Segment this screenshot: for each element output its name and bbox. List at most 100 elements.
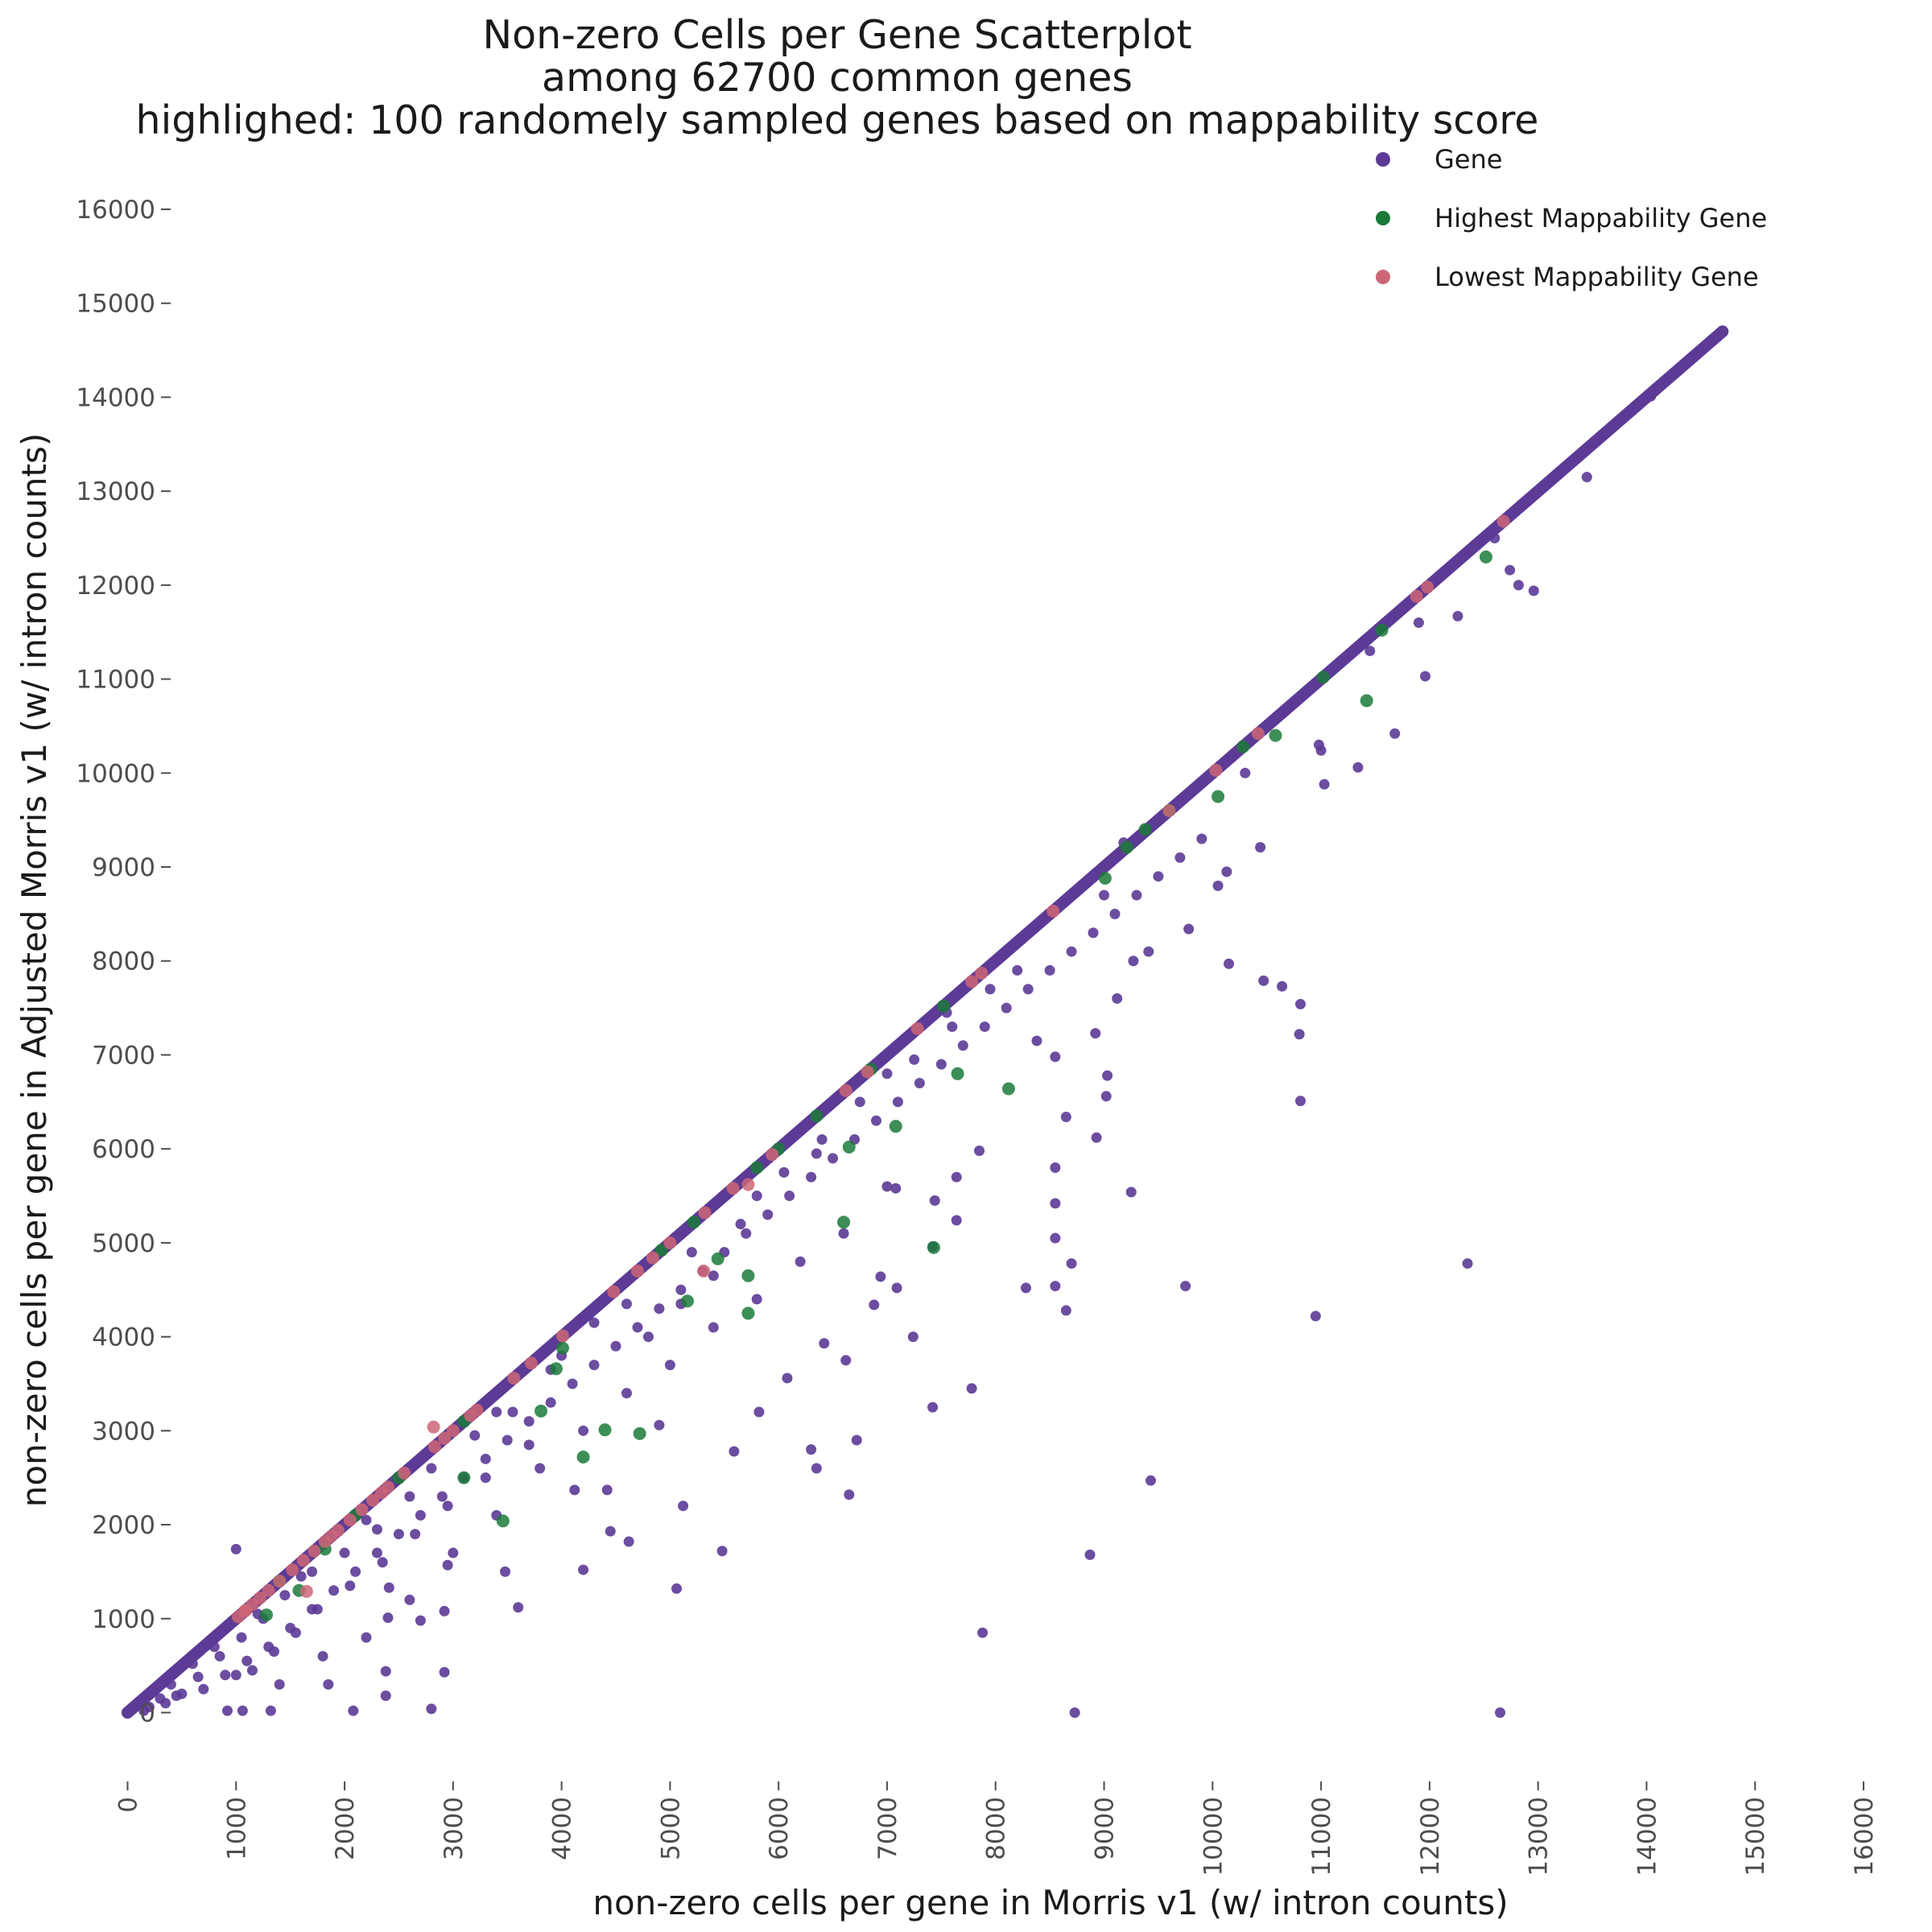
legend-marker	[1376, 270, 1390, 284]
gene-point	[1462, 1258, 1473, 1269]
gene-point	[875, 1271, 886, 1282]
gene-point	[1180, 1281, 1191, 1292]
gene-point	[426, 1703, 437, 1715]
gene-point	[480, 1453, 491, 1464]
gene-point	[274, 1678, 285, 1690]
points-layer	[138, 390, 1657, 1718]
gene-point	[1069, 1707, 1080, 1718]
gene-point	[890, 1183, 902, 1194]
gene-point	[1060, 1111, 1071, 1122]
gene-point	[1022, 984, 1034, 995]
gene-point	[1050, 1198, 1061, 1209]
gene-point	[323, 1678, 334, 1690]
gene-point	[237, 1705, 248, 1716]
gene-point	[439, 1666, 450, 1678]
gene-point	[578, 1425, 589, 1436]
highest-mappability-gene-point	[496, 1514, 510, 1528]
lowest-mappability-gene-point	[464, 1409, 477, 1422]
highest-mappability-gene-point	[1236, 740, 1250, 753]
gene-point	[664, 1360, 675, 1371]
gene-point	[881, 1068, 893, 1080]
lowest-mappability-gene-point	[910, 1022, 924, 1035]
highest-mappability-gene-point	[598, 1423, 612, 1437]
gene-point	[935, 1059, 947, 1070]
gene-point	[851, 1435, 862, 1446]
plot-area	[121, 325, 1729, 1719]
gene-point	[439, 1605, 450, 1616]
gene-point	[1084, 1549, 1096, 1560]
x-tick-label: 11000	[1307, 1797, 1336, 1876]
gene-point	[957, 1040, 968, 1051]
x-tick-label: 16000	[1850, 1797, 1879, 1876]
legend-marker	[1376, 152, 1390, 167]
gene-point	[892, 1096, 903, 1108]
gene-point	[708, 1322, 719, 1333]
highest-mappability-gene-point	[1269, 729, 1282, 742]
gene-point	[966, 1383, 977, 1394]
gene-point	[1050, 1232, 1061, 1244]
gene-point	[816, 1134, 828, 1146]
x-tick-label: 3000	[440, 1797, 469, 1860]
lowest-mappability-gene-point	[239, 1604, 253, 1617]
lowest-mappability-gene-point	[398, 1466, 411, 1480]
gene-point	[838, 1228, 849, 1239]
lowest-mappability-gene-point	[355, 1503, 369, 1517]
lowest-mappability-gene-point	[438, 1431, 452, 1445]
lowest-mappability-gene-point	[1496, 514, 1510, 528]
x-tick-label: 14000	[1633, 1797, 1662, 1876]
lowest-mappability-gene-point	[1421, 580, 1435, 594]
gene-point	[1125, 1187, 1137, 1198]
gene-point	[1153, 871, 1164, 882]
lowest-mappability-gene-point	[427, 1420, 440, 1434]
gene-point	[236, 1632, 247, 1643]
gene-point	[947, 1021, 958, 1032]
lowest-mappability-gene-point	[1410, 589, 1423, 603]
gene-point	[891, 1282, 902, 1294]
lowest-mappability-gene-point	[524, 1356, 538, 1370]
highest-mappability-gene-point	[457, 1471, 471, 1484]
y-tick-label: 8000	[92, 947, 155, 976]
gene-point	[230, 1543, 242, 1554]
lowest-mappability-gene-point	[262, 1583, 275, 1597]
y-tick-label: 15000	[76, 290, 155, 319]
gene-point	[192, 1671, 204, 1682]
gene-point	[523, 1416, 535, 1427]
highest-mappability-gene-point	[837, 1216, 851, 1229]
highest-mappability-gene-point	[549, 1362, 563, 1376]
gene-point	[782, 1373, 793, 1384]
gene-point	[927, 1402, 939, 1413]
gene-point	[621, 1388, 632, 1399]
lowest-mappability-gene-point	[1162, 803, 1176, 817]
lowest-mappability-gene-point	[861, 1065, 874, 1079]
gene-point	[246, 1665, 258, 1676]
y-tick-label: 6000	[92, 1135, 155, 1164]
gene-point	[1294, 1029, 1305, 1040]
gene-point	[642, 1331, 654, 1343]
gene-diagonal-band	[121, 325, 1729, 1719]
gene-point	[1494, 1707, 1505, 1718]
gene-point	[729, 1446, 740, 1457]
gene-point	[426, 1463, 437, 1474]
y-tick-label: 16000	[76, 196, 155, 225]
gene-point	[545, 1397, 556, 1408]
gene-point	[844, 1489, 855, 1501]
gene-point	[914, 1077, 925, 1088]
highest-mappability-gene-point	[535, 1404, 547, 1418]
legend-marker	[1376, 211, 1390, 225]
gene-point	[393, 1529, 404, 1540]
gene-point	[869, 1299, 880, 1311]
gene-point	[708, 1270, 719, 1282]
gene-point	[985, 984, 996, 995]
gene-point	[588, 1317, 600, 1328]
gene-point	[929, 1195, 940, 1206]
gene-point	[751, 1191, 762, 1202]
gene-point	[1364, 646, 1376, 657]
lowest-mappability-gene-point	[663, 1236, 677, 1249]
x-axis: 0 1000 2000 3000 4000 5000 6000 7000 8000 9000 100…	[114, 1781, 1879, 1876]
highest-mappability-gene-point	[810, 1109, 824, 1123]
lowest-mappability-gene-point	[507, 1371, 521, 1385]
gene-point	[671, 1583, 682, 1594]
chart-title: Non-zero Cells per Gene Scatterplotamong…	[136, 12, 1539, 143]
highest-mappability-gene-point	[1316, 671, 1330, 684]
lowest-mappability-gene-point	[630, 1264, 644, 1278]
